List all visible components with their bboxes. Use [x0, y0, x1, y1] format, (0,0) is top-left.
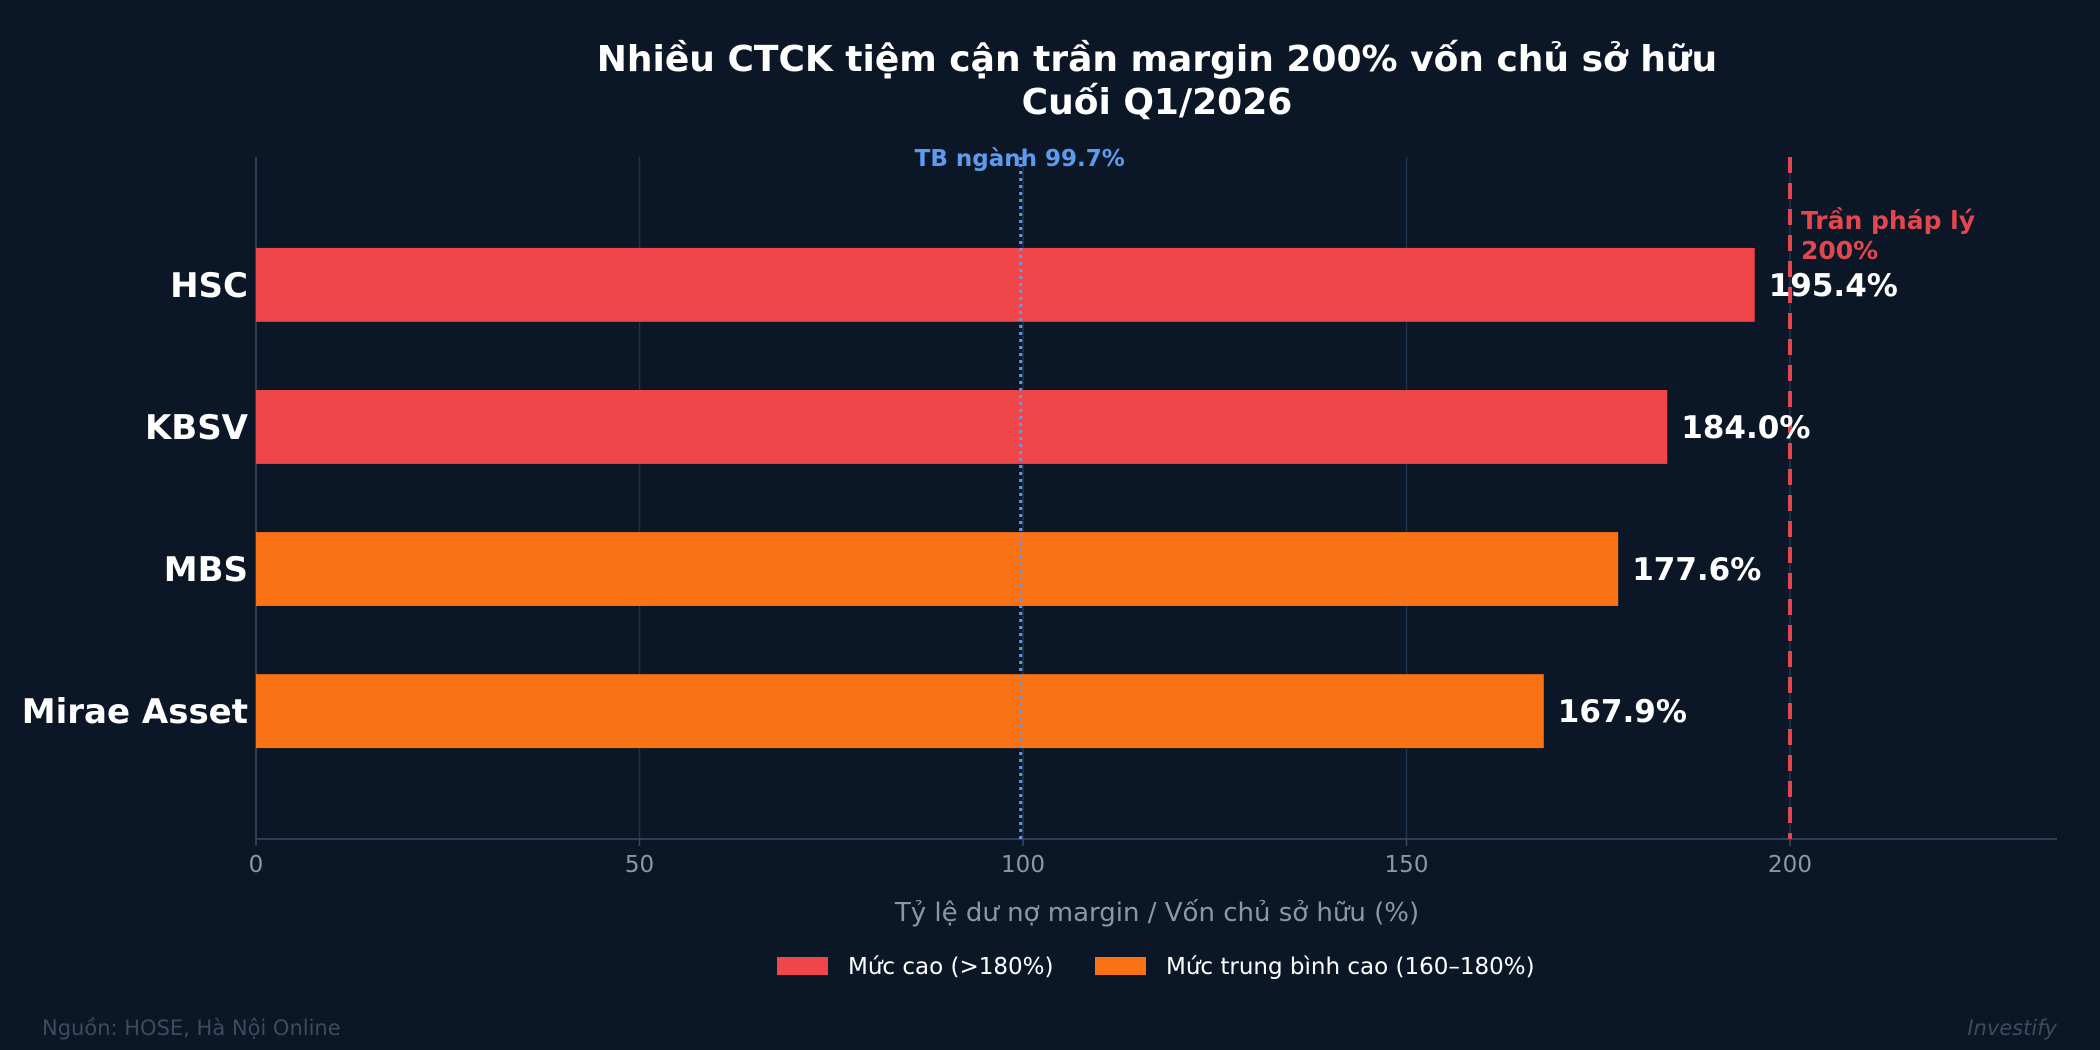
x-tick-label: 100 [1001, 852, 1045, 878]
legal-cap-value-label: 200% [1801, 236, 1878, 265]
chart-subtitle: Cuối Q1/2026 [1022, 82, 1293, 123]
category-label: HSC [170, 266, 248, 306]
x-tick-label: 200 [1768, 852, 1812, 878]
legend-swatch [1095, 957, 1146, 975]
bar [256, 674, 1544, 749]
bar [256, 247, 1755, 322]
labels: HSC 195.4% KBSV 184.0% MBS 177.6% Mirae Asset 1… [22, 266, 1898, 732]
category-label: MBS [164, 550, 248, 590]
legal-cap-label: Trần pháp lý [1801, 206, 1975, 235]
value-label: 167.9% [1558, 694, 1687, 730]
chart-title: Nhiều CTCK tiệm cận trần margin 200% vốn… [597, 39, 1717, 80]
source-note: Nguồn: HOSE, Hà Nội Online [42, 1016, 341, 1040]
category-label: Mirae Asset [22, 692, 248, 732]
value-label: 184.0% [1681, 410, 1810, 446]
bar [256, 532, 1619, 606]
legend-label: Mức trung bình cao (160–180%) [1166, 954, 1535, 980]
x-tick-label: 50 [625, 852, 654, 878]
x-axis-title: Tỷ lệ dư nợ margin / Vốn chủ sở hữu (%) [894, 898, 1419, 928]
category-label: KBSV [145, 408, 249, 448]
x-tick-label: 150 [1385, 852, 1429, 878]
legend: Mức cao (>180%) Mức trung bình cao (160–1… [777, 954, 1535, 980]
value-label: 177.6% [1632, 552, 1761, 588]
x-tick-label: 0 [249, 852, 264, 878]
legend-swatch [777, 957, 828, 975]
value-label: 195.4% [1769, 268, 1898, 304]
bar [256, 390, 1668, 464]
legend-label: Mức cao (>180%) [848, 954, 1053, 980]
industry-average-label: TB ngành 99.7% [915, 146, 1125, 172]
bars [256, 247, 1755, 749]
brand-watermark: Investify [1967, 1016, 2057, 1040]
